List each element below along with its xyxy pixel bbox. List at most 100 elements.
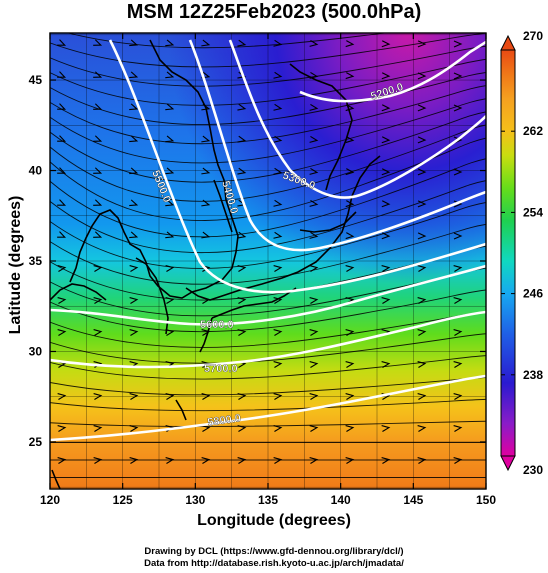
wind-arrow [309, 393, 319, 400]
contour-5700 [50, 310, 486, 369]
streamline [50, 355, 486, 380]
wind-arrow [453, 265, 463, 272]
streamline [50, 333, 486, 364]
wind-arrow [165, 135, 175, 143]
coastline [50, 39, 381, 489]
y-tick-label: 25 [29, 435, 43, 449]
wind-arrow [165, 297, 175, 304]
x-tick-label: 150 [476, 493, 496, 507]
wind-arrow [237, 71, 247, 79]
wind-arrow [129, 425, 139, 432]
height-contours [50, 39, 486, 442]
contour-5300 [228, 39, 486, 199]
wind-arrow [381, 72, 391, 80]
wind-arrow [129, 199, 139, 207]
wind-arrow [453, 72, 463, 80]
wind-arrow [417, 361, 427, 368]
wind-arrow [273, 329, 283, 336]
wind-arrow [273, 457, 283, 464]
wind-arrow [129, 457, 139, 464]
wind-arrow [129, 329, 139, 336]
wind-arrow [93, 393, 103, 400]
colorbar-tick-label: 270 [523, 29, 543, 43]
wind-arrow [309, 135, 319, 143]
wind-arrow [201, 329, 211, 336]
wind-arrow [453, 329, 463, 336]
colorbar-tick-label: 230 [523, 463, 543, 477]
streamline [50, 72, 486, 125]
wind-arrow [453, 40, 463, 48]
wind-arrow [273, 71, 283, 79]
wind-arrow [165, 457, 175, 464]
wind-arrow [417, 425, 427, 432]
wind-arrow [417, 232, 427, 240]
wind-arrow [417, 457, 427, 464]
contour-5200 [299, 40, 486, 103]
wind-arrow [57, 231, 67, 238]
wind-arrow [237, 103, 247, 111]
wind-arrow [273, 297, 283, 304]
wind-arrow [57, 393, 67, 400]
streamline [50, 289, 486, 333]
wind-arrow [129, 231, 139, 239]
wind-arrow [273, 167, 283, 175]
wind-arrow [309, 199, 319, 207]
wind-arrow [309, 425, 319, 432]
wind-arrow [129, 265, 139, 272]
wind-arrow [417, 168, 427, 176]
wind-arrow [453, 232, 463, 240]
wind-arrow [57, 71, 67, 78]
streamline [50, 180, 486, 254]
streamline [50, 45, 486, 87]
wind-arrow [57, 329, 67, 336]
credit-drawing: Drawing by DCL (https://www.gfd-dennou.o… [144, 546, 404, 557]
wind-arrow [165, 265, 175, 272]
wind-arrow [273, 231, 283, 239]
wind-arrow [345, 329, 355, 336]
wind-arrow [309, 265, 319, 272]
wind-arrow [129, 297, 139, 304]
wind-arrow [201, 135, 211, 143]
wind-arrow [237, 329, 247, 336]
wind-arrow [237, 167, 247, 175]
wind-arrow [345, 40, 355, 48]
y-axis: 25 30 35 40 45 [29, 73, 486, 449]
wind-arrow [381, 200, 391, 208]
colorbar-max-triangle [500, 34, 516, 51]
wind-arrow [345, 393, 355, 400]
wind-arrow [309, 457, 319, 464]
wind-arrow [417, 393, 427, 400]
wind-arrow [309, 103, 319, 111]
wind-arrow [237, 231, 247, 239]
colorbar-tick-label: 254 [523, 205, 543, 219]
wind-arrow [309, 361, 319, 368]
wind-arrow [453, 200, 463, 208]
contour-label: 5700.0 [204, 363, 238, 375]
wind-arrow [93, 329, 103, 336]
x-tick-label: 130 [185, 493, 205, 507]
map-title: MSM 12Z25Feb2023 (500.0hPa) [126, 1, 422, 23]
wind-arrow [129, 167, 139, 175]
wind-arrow [345, 425, 355, 432]
wind-arrow [345, 168, 355, 176]
streamline [50, 158, 486, 238]
wind-arrow [93, 457, 103, 464]
wind-arrow [237, 135, 247, 143]
colorbar-min-triangle [500, 455, 516, 472]
wind-arrow [273, 265, 283, 272]
streamline [50, 98, 486, 164]
wind-arrow [381, 232, 391, 240]
wind-arrow [273, 103, 283, 111]
wind-arrow [165, 103, 175, 111]
wind-arrow [417, 72, 427, 80]
wind-arrow [57, 167, 67, 174]
wind-arrow [57, 297, 67, 304]
wind-arrow [93, 265, 103, 272]
y-axis-label: Latitude (degrees) [7, 195, 24, 335]
x-axis-label: Longitude (degrees) [197, 512, 351, 529]
wind-arrow [93, 71, 103, 78]
streamline [50, 202, 486, 269]
x-tick-label: 145 [403, 493, 423, 507]
wind-arrow [237, 39, 247, 47]
